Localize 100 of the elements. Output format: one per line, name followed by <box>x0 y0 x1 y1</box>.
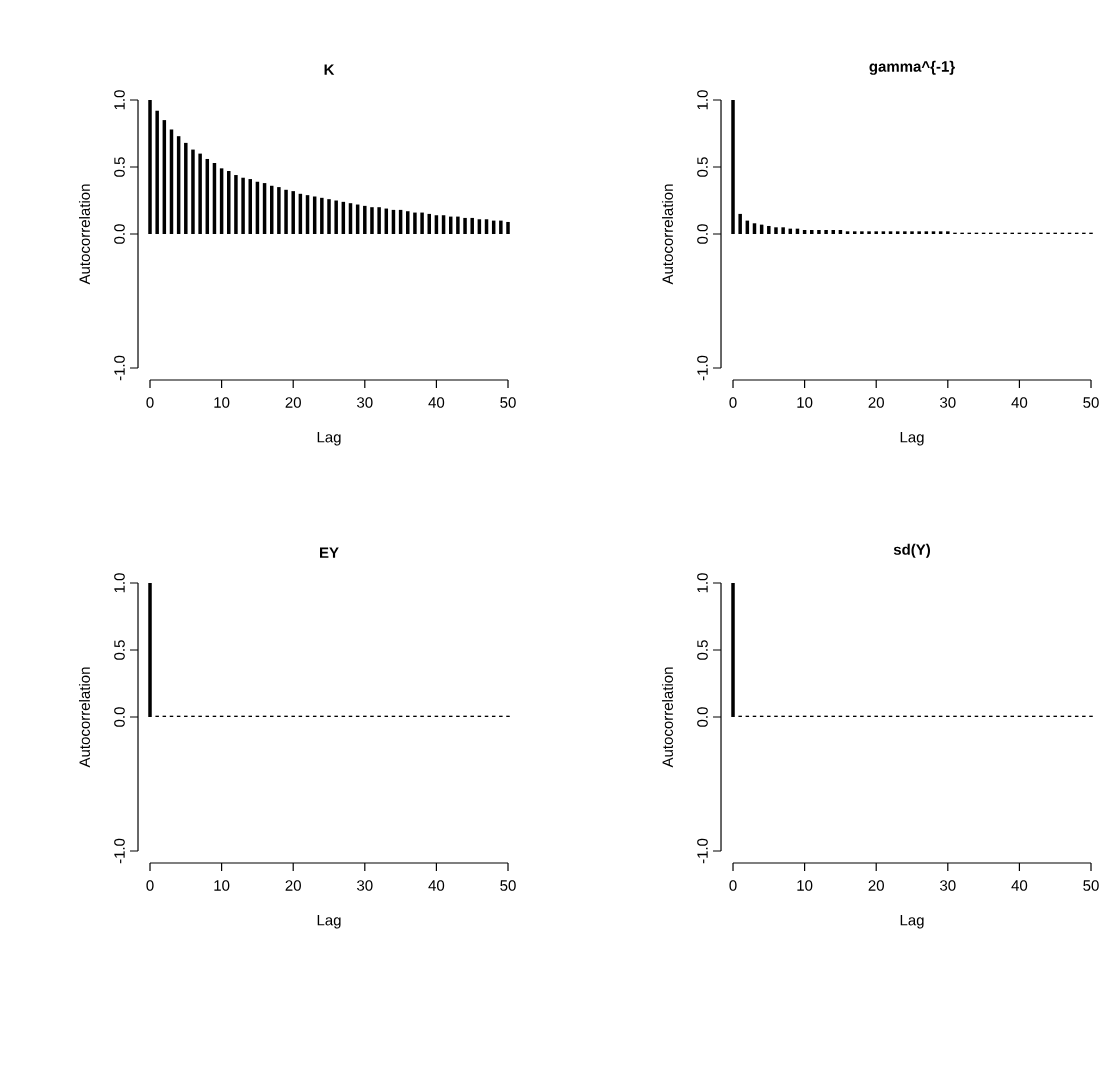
x-tick-label: 50 <box>500 397 516 408</box>
bar <box>903 231 907 235</box>
x-tick-label: 40 <box>428 397 445 408</box>
x-tick-label: 40 <box>428 880 445 891</box>
y-axis-title: Autocorrelation <box>661 667 673 768</box>
x-tick-label: 30 <box>357 880 373 891</box>
x-tick-label: 10 <box>797 397 813 408</box>
bar <box>327 199 331 235</box>
x-tick-label: 20 <box>285 880 301 891</box>
x-axis-title: Lag <box>900 915 924 929</box>
y-tick-label: 0.5 <box>114 157 125 177</box>
bar <box>406 211 410 235</box>
y-tick-label: 1.0 <box>114 573 125 593</box>
chart-title: EY <box>320 547 339 558</box>
bar <box>320 197 324 235</box>
x-tick-label: 30 <box>940 880 956 891</box>
y-tick-label: -1.0 <box>114 838 125 864</box>
x-tick-label: 20 <box>868 880 884 891</box>
chart-title: sd(Y) <box>893 543 931 558</box>
bar <box>888 231 893 235</box>
y-tick-label: 1.0 <box>114 90 125 110</box>
y-axis-title: Autocorrelation <box>661 184 673 285</box>
bar <box>499 220 503 235</box>
bar <box>781 227 785 235</box>
bar <box>248 179 252 235</box>
bar <box>506 221 510 235</box>
bar <box>895 231 900 235</box>
bar <box>845 231 850 235</box>
bar <box>184 142 188 235</box>
bar <box>420 212 424 235</box>
bar <box>456 216 460 235</box>
bar <box>874 231 878 235</box>
bar <box>931 231 936 235</box>
y-tick-label: 0.0 <box>697 224 708 244</box>
bar <box>731 100 735 235</box>
x-tick-label: 40 <box>1011 397 1028 408</box>
y-tick-label: 0.5 <box>697 157 708 177</box>
x-tick-label: 50 <box>1083 397 1099 408</box>
bar <box>413 212 417 235</box>
bar <box>241 177 245 235</box>
chart-title: K <box>324 64 335 75</box>
bar <box>227 171 231 235</box>
bar <box>470 217 474 235</box>
bar <box>767 225 771 235</box>
bar <box>427 213 431 235</box>
y-tick-label: -1.0 <box>697 838 708 864</box>
bar <box>284 189 288 235</box>
x-tick-label: 10 <box>214 397 230 408</box>
x-tick-label: 20 <box>868 397 884 408</box>
bar <box>867 231 871 235</box>
x-tick-label: 10 <box>797 880 813 891</box>
bar <box>910 231 914 235</box>
x-tick-label: 30 <box>940 397 956 408</box>
y-tick-label: -1.0 <box>114 355 125 381</box>
y-tick-label: 0.0 <box>114 707 125 727</box>
bar <box>938 231 943 235</box>
bar <box>774 227 778 235</box>
chart-title: gamma^{-1} <box>869 60 955 75</box>
bar <box>334 200 338 235</box>
bar <box>277 187 281 235</box>
bar <box>234 175 238 235</box>
x-axis-title: Lag <box>900 432 924 446</box>
bar <box>377 207 381 235</box>
bar <box>148 100 152 235</box>
x-tick-label: 30 <box>357 397 373 408</box>
bar <box>817 229 821 235</box>
bar <box>191 149 195 235</box>
y-tick-label: 0.0 <box>697 707 708 727</box>
bar <box>738 213 742 235</box>
bar <box>155 110 159 235</box>
y-tick-label: 1.0 <box>697 90 708 110</box>
x-tick-label: 0 <box>146 397 154 408</box>
bar <box>370 207 374 235</box>
bar <box>198 153 202 235</box>
y-tick-label: -1.0 <box>697 355 708 381</box>
bar <box>946 231 950 235</box>
bar <box>363 205 367 235</box>
x-tick-label: 20 <box>285 397 301 408</box>
bar <box>824 229 828 235</box>
y-axis-title: Autocorrelation <box>78 184 90 285</box>
x-tick-label: 10 <box>214 880 230 891</box>
bar <box>924 231 929 235</box>
x-axis-title: Lag <box>317 432 341 446</box>
bar <box>291 191 295 235</box>
y-tick-label: 0.5 <box>114 640 125 660</box>
bar <box>852 231 857 235</box>
y-tick-label: 1.0 <box>697 573 708 593</box>
x-axis-title: Lag <box>317 915 341 929</box>
x-tick-label: 0 <box>146 880 154 891</box>
y-axis-title: Autocorrelation <box>78 667 90 768</box>
bar <box>881 231 886 235</box>
bar <box>860 231 864 235</box>
y-tick-label: 0.0 <box>114 224 125 244</box>
x-tick-label: 40 <box>1011 880 1028 891</box>
bar <box>831 229 835 235</box>
bar <box>810 229 814 235</box>
x-tick-label: 50 <box>1083 880 1099 891</box>
bar <box>463 217 467 235</box>
x-tick-label: 0 <box>729 397 737 408</box>
x-tick-label: 0 <box>729 880 737 891</box>
